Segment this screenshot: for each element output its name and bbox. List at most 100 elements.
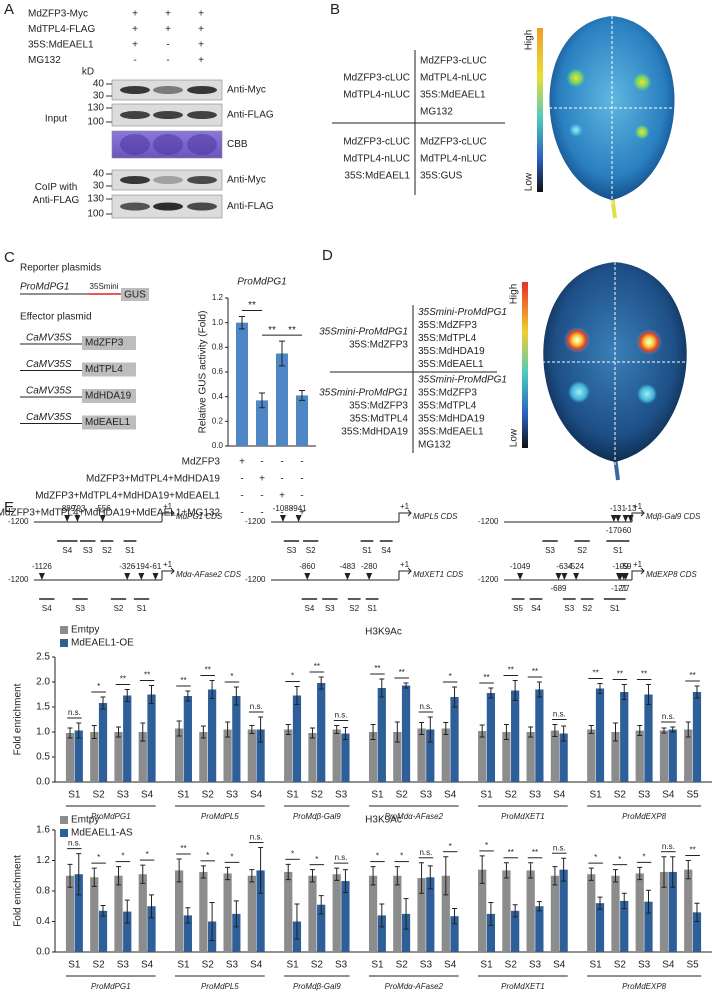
tss-label: +1 — [633, 560, 643, 569]
significance-label: n.s. — [250, 702, 263, 711]
section-label: Anti-FLAG — [33, 195, 80, 206]
significance-label: * — [146, 850, 149, 859]
error-bar — [452, 908, 458, 925]
x-tick-label: S3 — [638, 960, 651, 971]
significance-label: ** — [314, 662, 320, 671]
error-bar — [176, 858, 182, 883]
binding-site — [99, 515, 106, 522]
error-bar — [661, 856, 667, 888]
legend-label: Emtpy — [71, 815, 99, 826]
site-label: -170 — [606, 526, 623, 535]
bar — [256, 729, 265, 782]
fragment-label: S3 — [287, 546, 297, 555]
significance-label: * — [594, 853, 597, 862]
significance-label: ** — [641, 670, 647, 679]
cds-label: Mdα-AFase2 CDS — [176, 570, 242, 579]
construct-label: MG132 — [418, 440, 451, 451]
site-label: -59 — [620, 562, 632, 571]
sign: - — [240, 508, 243, 519]
group-label: ProMdPL5 — [201, 812, 239, 821]
chart-title: ProMdPG1 — [237, 277, 286, 288]
x-tick-label: S4 — [250, 790, 263, 801]
y-tick-label: 0.6 — [212, 367, 224, 376]
x-tick-label: S1 — [590, 790, 603, 801]
significance-label: n.s. — [553, 843, 566, 852]
fragment-label: S2 — [306, 546, 316, 555]
x-tick-label: S2 — [505, 790, 518, 801]
gene-label: MdEAEL1 — [85, 417, 130, 428]
significance-label: ** — [205, 666, 211, 675]
x-tick-label: S4 — [662, 960, 675, 971]
site-label: -280 — [361, 562, 378, 571]
bar — [486, 693, 496, 782]
scale-high: High — [524, 30, 535, 51]
significance-label: * — [643, 852, 646, 861]
bar — [426, 729, 435, 782]
panel-letter: E — [4, 499, 14, 516]
bar — [417, 878, 426, 952]
error-bar — [334, 725, 340, 734]
binding-site — [38, 573, 45, 580]
bar — [183, 696, 192, 782]
bar — [147, 906, 156, 952]
antibody-label: Anti-Myc — [227, 85, 266, 96]
binding-site — [366, 573, 373, 580]
construct-label: 35S:MdHDA19 — [418, 346, 485, 357]
bar — [450, 697, 459, 782]
bar — [341, 733, 350, 782]
bar — [138, 732, 147, 782]
band — [187, 176, 217, 184]
bar — [123, 695, 132, 782]
promoter-name: CaMV35S — [26, 333, 72, 344]
bar — [332, 874, 341, 952]
fragment-label: S1 — [367, 604, 377, 613]
promoter-name: ProMdPG1 — [20, 282, 69, 293]
band — [187, 134, 217, 155]
construct-label: MdTPL4-nLUC — [343, 154, 410, 165]
x-tick-label: S3 — [420, 960, 433, 971]
bar — [114, 875, 123, 952]
x-tick-label: S5 — [686, 960, 699, 971]
legend-label: Emtpy — [71, 625, 99, 636]
band — [187, 111, 217, 119]
error-bar — [528, 726, 534, 738]
error-bar — [419, 862, 425, 894]
sign: + — [239, 457, 245, 468]
treatment-label: MdZFP3+MdTPL4+MdHDA19 — [86, 474, 220, 485]
bar — [147, 694, 156, 782]
error-bar — [148, 894, 154, 919]
error-bar — [403, 898, 409, 930]
tss-arrow — [631, 509, 645, 522]
fragment-label: S3 — [83, 546, 93, 555]
antibody-label: Anti-FLAG — [227, 110, 274, 121]
x-tick-label: S3 — [638, 790, 651, 801]
site-label: -77 — [618, 584, 630, 593]
section-title: Reporter plasmids — [20, 263, 101, 274]
significance-label: * — [449, 842, 452, 851]
error-bar — [299, 390, 305, 401]
construct-label: 35Smini-ProMdPG1 — [418, 307, 507, 318]
error-bar — [685, 860, 691, 880]
error-bar — [249, 725, 255, 734]
y-tick-label: 0.8 — [212, 342, 224, 351]
y-tick-label: 2.5 — [36, 652, 50, 663]
error-bar — [528, 862, 534, 879]
error-bar — [200, 865, 206, 879]
error-bar — [597, 683, 603, 694]
tss-arrow — [161, 567, 175, 580]
sign: - — [280, 457, 283, 468]
error-bar — [294, 686, 300, 705]
error-bar — [588, 725, 594, 734]
x-tick-label: S5 — [686, 790, 699, 801]
x-tick-label: S3 — [529, 790, 542, 801]
section-title: Effector plasmid — [20, 312, 92, 323]
panel-letter: C — [4, 249, 15, 266]
sign: - — [300, 474, 303, 485]
fragment-label: S4 — [42, 604, 52, 613]
fragment-label: S2 — [582, 604, 592, 613]
treatment-label: MdZFP3 — [182, 457, 221, 468]
fragment-label: S4 — [531, 604, 541, 613]
tss-arrow — [161, 509, 175, 522]
cds-label: MdEXP8 CDS — [646, 570, 697, 579]
site-label: -689 — [550, 584, 567, 593]
